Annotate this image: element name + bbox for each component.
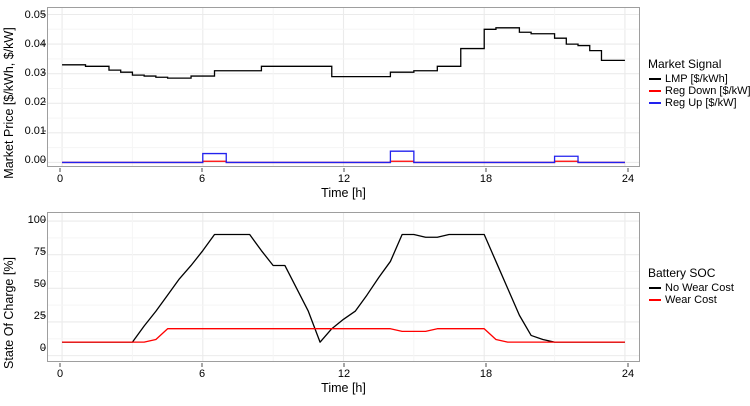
legend-item-label: Reg Up [$/kW] [665,97,737,109]
legend-item-lmp[interactable]: LMP [$/kWh] [648,73,750,85]
y-tick-mark [42,14,46,16]
legend-key-line-icon [648,97,662,109]
legend-item-reg-down[interactable]: Reg Down [$/kW] [648,85,750,97]
battery-soc-plot-panel [47,212,640,362]
legend-item-label: LMP [$/kWh] [665,73,728,85]
legend-key-line-icon [648,73,662,85]
market-signal-y-axis: 0.00 0.01 0.02 0.03 0.04 0.05 [0,0,46,203]
x-tick-mark [627,363,629,367]
y-tick-mark [42,159,46,161]
battery-soc-chart: State Of Charge [%] 0 25 50 75 100 0 6 1… [0,203,750,406]
gridlines [48,8,639,166]
x-tick-mark [59,363,61,367]
x-tick-label: 12 [337,173,351,185]
x-tick-mark [485,168,487,172]
y-tick-mark [42,283,46,285]
market-signal-legend: Market Signal LMP [$/kWh] Reg Down [$/kW… [648,57,750,109]
x-tick-mark [201,363,203,367]
legend-key-line-icon [648,282,662,294]
battery-soc-plot-svg [48,213,639,361]
data-lines [62,233,625,343]
x-tick-mark [343,168,345,172]
legend-item-reg-up[interactable]: Reg Up [$/kW] [648,97,750,109]
x-tick-label: 18 [479,368,493,380]
series-line [62,27,625,79]
legend-item-label: No Wear Cost [665,282,734,294]
legend-item-label: Wear Cost [665,294,717,306]
market-signal-plot-svg [48,8,639,166]
x-tick-label: 0 [56,368,64,380]
y-tick-mark [42,101,46,103]
x-tick-mark [343,363,345,367]
x-tick-label: 6 [198,368,206,380]
market-signal-chart: Market Price [$/kWh, $/kW] 0.00 0.01 0.0… [0,0,750,203]
x-tick-label: 24 [621,368,635,380]
legend-title: Market Signal [648,57,722,71]
legend-item-wear-cost[interactable]: Wear Cost [648,294,734,306]
y-tick-label: 50 [33,278,46,290]
x-tick-label: 18 [479,173,493,185]
legend-item-label: Reg Down [$/kW] [665,85,750,97]
y-tick-label: 100 [27,214,46,226]
legend-key-line-icon [648,294,662,306]
y-tick-mark [42,219,46,221]
x-tick-mark [201,168,203,172]
legend-title: Battery SOC [648,266,716,280]
battery-soc-x-axis-title: Time [h] [321,381,366,395]
legend-item-no-wear-cost[interactable]: No Wear Cost [648,282,734,294]
y-tick-label: 0.00 [24,154,46,166]
y-tick-label: 25 [33,310,46,322]
gridlines [48,213,639,361]
y-tick-label: 0 [6,342,46,354]
y-tick-mark [42,347,46,349]
y-tick-label: 0.02 [24,96,46,108]
battery-soc-y-axis: 0 25 50 75 100 [0,203,46,406]
series-line [62,328,625,343]
y-tick-mark [42,130,46,132]
market-signal-x-axis-title: Time [h] [321,186,366,200]
data-lines [62,27,625,164]
y-tick-mark [42,251,46,253]
y-tick-mark [42,315,46,317]
series-line [62,233,625,343]
y-tick-label: 0.01 [24,125,46,137]
x-tick-mark [59,168,61,172]
x-tick-mark [485,363,487,367]
x-tick-label: 6 [198,173,206,185]
y-tick-label: 75 [33,246,46,258]
y-tick-label: 0.03 [24,67,46,79]
y-tick-label: 0.05 [24,9,46,21]
y-tick-mark [42,72,46,74]
x-tick-label: 24 [621,173,635,185]
y-tick-label: 0.04 [24,38,46,50]
y-tick-mark [42,43,46,45]
x-tick-label: 0 [56,173,64,185]
series-line [62,150,625,164]
x-tick-label: 12 [337,368,351,380]
legend-key-line-icon [648,85,662,97]
battery-soc-legend: Battery SOC No Wear Cost Wear Cost [648,266,734,306]
x-tick-mark [627,168,629,172]
market-signal-plot-panel [47,7,640,167]
